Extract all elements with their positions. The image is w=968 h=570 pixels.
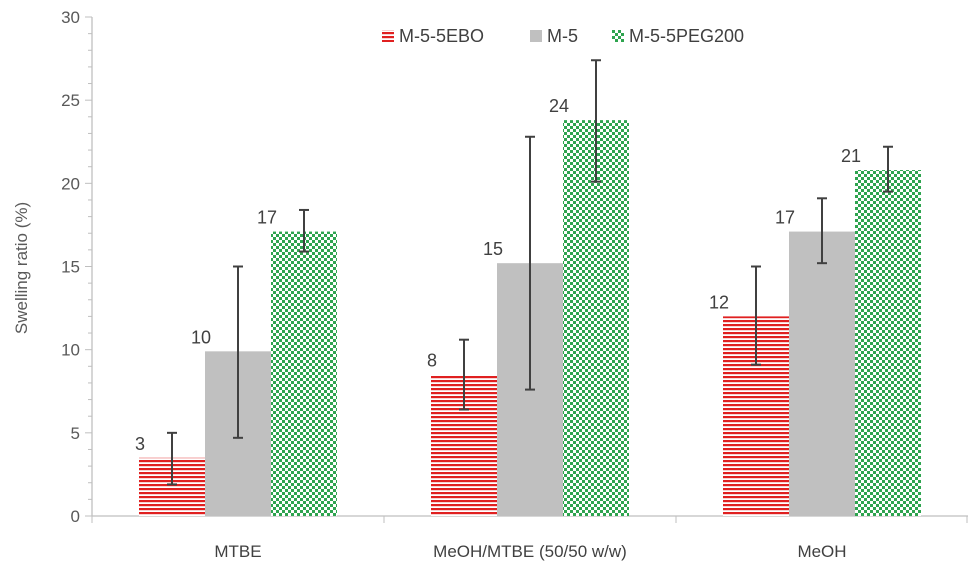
data-label: 17	[775, 208, 795, 228]
bar-m-5	[789, 231, 855, 516]
data-label: 15	[483, 239, 503, 259]
x-category-label: MeOH	[797, 542, 846, 561]
bar-m-5-5peg200	[855, 170, 921, 516]
y-tick-label: 30	[61, 8, 80, 27]
y-tick-label: 10	[61, 341, 80, 360]
data-label: 12	[709, 292, 729, 312]
y-axis-title: Swelling ratio (%)	[12, 202, 31, 334]
legend: M-5-5EBO M-5 M-5-5PEG200	[382, 26, 744, 46]
data-label: 3	[135, 434, 145, 454]
y-tick-label: 25	[61, 91, 80, 110]
y-tick-label: 20	[61, 174, 80, 193]
y-tick-label: 5	[71, 424, 80, 443]
error-bars-group	[167, 59, 893, 486]
data-labels-group: 3 10 17 8 15 24 12 17 21	[135, 96, 861, 454]
x-category-label: MeOH/MTBE (50/50 w/w)	[433, 542, 627, 561]
data-label: 24	[549, 96, 569, 116]
y-tick-label: 15	[61, 258, 80, 277]
x-category-label: MTBE	[214, 542, 261, 561]
legend-swatch-m-5-5peg200	[612, 30, 624, 42]
legend-swatch-m-5	[530, 30, 542, 42]
y-tick-label: 0	[71, 507, 80, 526]
legend-swatch-m-5-5ebo	[382, 30, 394, 42]
bar-m-5-5peg200	[563, 120, 629, 517]
legend-label: M-5	[547, 26, 578, 46]
y-axis: 0 5 10 15 20 25 30	[61, 8, 93, 526]
legend-label: M-5-5EBO	[399, 26, 484, 46]
legend-label: M-5-5PEG200	[629, 26, 744, 46]
data-label: 17	[257, 208, 277, 228]
data-label: 10	[191, 327, 211, 347]
x-axis: MTBE MeOH/MTBE (50/50 w/w) MeOH	[91, 515, 968, 561]
data-label: 8	[427, 351, 437, 371]
data-label: 21	[841, 146, 861, 166]
bar-m-5-5peg200	[271, 231, 337, 516]
